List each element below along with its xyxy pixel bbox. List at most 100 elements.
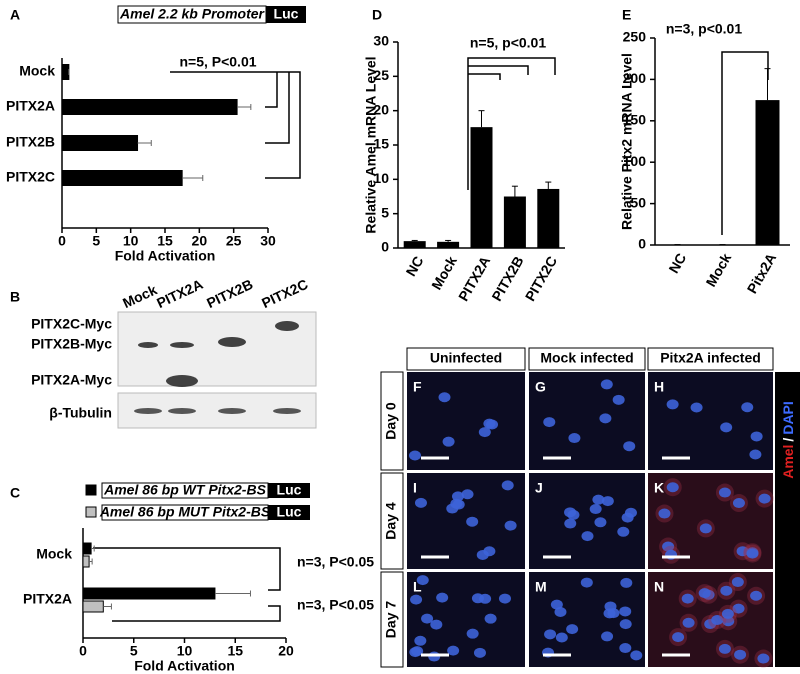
band-label: PITX2C-Myc: [31, 316, 112, 332]
panel-letter: H: [654, 379, 664, 395]
error-bar: [214, 590, 251, 597]
nucleus: [430, 619, 443, 630]
nucleus: [601, 496, 614, 507]
nucleus: [711, 615, 724, 626]
nucleus: [416, 575, 429, 586]
nucleus: [720, 585, 733, 596]
nucleus: [442, 436, 455, 447]
nucleus: [603, 608, 616, 619]
legend-label: Amel 86 bp WT Pitx2-BS: [103, 482, 266, 498]
nucleus: [466, 516, 479, 527]
annotation: n=3, P<0.05: [297, 597, 374, 613]
nucleus: [478, 427, 491, 438]
nucleus: [619, 643, 632, 654]
row-header: Day 0: [383, 402, 399, 440]
blot-band: [218, 337, 246, 347]
column-header-box: [528, 347, 646, 371]
nucleus: [447, 645, 460, 656]
nucleus: [720, 422, 733, 433]
panel-letter: B: [10, 289, 20, 305]
nucleus: [681, 593, 694, 604]
nucleus: [749, 449, 762, 460]
x-tick-label: 0: [79, 643, 87, 659]
column-header: Uninfected: [430, 350, 502, 366]
bar: [82, 542, 92, 555]
nucleus: [543, 417, 556, 428]
stain-legend-part: /: [780, 438, 796, 442]
error-bar: [89, 558, 93, 565]
reporter-box: [268, 505, 310, 520]
x-tick-label: 30: [260, 233, 276, 249]
nucleus: [617, 526, 630, 537]
x-tick-label: 5: [92, 233, 100, 249]
nucleus: [409, 450, 422, 461]
y-tick-label: 0: [638, 236, 646, 252]
column-header-box: [406, 347, 526, 371]
y-axis-label: Relative Pitx2 mRNA Level: [619, 53, 635, 230]
error-bar: [764, 68, 771, 101]
y-tick-label: 50: [630, 194, 646, 210]
nucleus: [414, 497, 427, 508]
error-bar: [182, 175, 204, 181]
error-bar: [545, 181, 552, 189]
bar: [61, 170, 183, 186]
nucleus: [589, 504, 602, 515]
error-bar: [137, 140, 152, 146]
nucleus: [750, 431, 763, 442]
x-tick-label: PITX2C: [522, 253, 560, 303]
nucleus: [504, 520, 517, 531]
micrograph: [407, 372, 525, 470]
significance-bracket: [170, 71, 301, 179]
column-header: Pitx2A infected: [660, 350, 761, 366]
x-tick-label: 0: [58, 233, 66, 249]
nucleus: [421, 613, 434, 624]
row-header-box: [380, 371, 404, 471]
blot-band: [218, 408, 246, 414]
lane-label: PITX2A: [154, 276, 205, 311]
row-header-box: [380, 472, 404, 570]
panel-letter: E: [622, 7, 631, 23]
reporter-label: Luc: [277, 482, 302, 498]
nucleus: [734, 649, 747, 660]
y-tick-label: 100: [623, 153, 647, 169]
nucleus: [564, 507, 577, 518]
nucleus: [732, 498, 745, 509]
significance-bracket: [467, 57, 556, 190]
category-label: Mock: [36, 546, 72, 562]
nucleus: [658, 508, 671, 519]
nucleus: [436, 592, 449, 603]
legend-label: Amel 86 bp MUT Pitx2-BS: [99, 504, 271, 520]
nucleus: [501, 480, 514, 491]
category-label: PITX2C: [6, 169, 55, 185]
nucleus: [620, 577, 633, 588]
nucleus: [484, 613, 497, 624]
significance-bracket: [721, 51, 769, 235]
nucleus: [581, 531, 594, 542]
x-tick-label: 15: [157, 233, 173, 249]
x-tick-label: 10: [177, 643, 193, 659]
lane-label: PITX2C: [259, 276, 310, 311]
nucleus: [612, 394, 625, 405]
blot-band: [170, 342, 194, 348]
reporter-label: Luc: [274, 6, 299, 22]
reporter-box: [268, 483, 310, 498]
bar: [82, 555, 90, 568]
x-axis-label: Fold Activation: [115, 248, 216, 264]
bar: [470, 127, 493, 248]
nucleus: [479, 593, 492, 604]
annotation: n=5, p<0.01: [470, 35, 546, 51]
x-axis-label: Fold Activation: [134, 658, 235, 674]
panel-letter: D: [372, 7, 382, 23]
significance-bracket: [93, 547, 281, 622]
y-tick-label: 150: [623, 112, 647, 128]
panel-letter: I: [413, 480, 417, 496]
column-header-box: [647, 347, 774, 371]
panel-letter: M: [535, 579, 547, 595]
panel-letter: J: [535, 480, 543, 496]
bar: [61, 64, 70, 80]
row-header: Day 7: [383, 601, 399, 639]
bar: [61, 99, 238, 115]
panel-letter: K: [654, 480, 664, 496]
nucleus: [630, 650, 643, 661]
reporter-label: Luc: [277, 504, 302, 520]
